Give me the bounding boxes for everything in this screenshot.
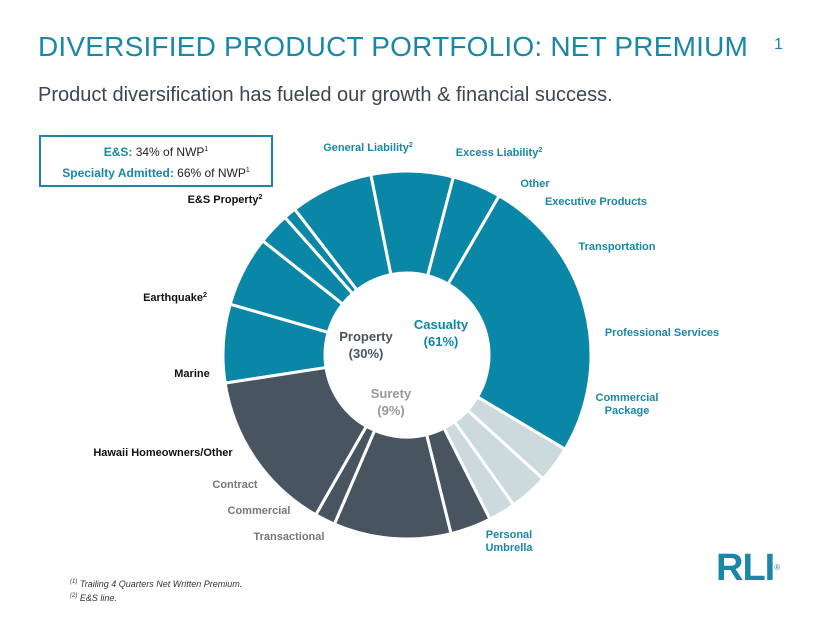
nwp-info-box: E&S: 34% of NWP1 Specialty Admitted: 66%… <box>39 135 273 187</box>
es-label: E&S: <box>103 145 133 159</box>
label-commercial-package: Commercial Package <box>596 392 659 417</box>
es-share-line: E&S: 34% of NWP1 <box>41 145 271 159</box>
specialty-admitted-value: 66% of NWP <box>177 166 246 180</box>
label-transactional: Transactional <box>254 531 325 543</box>
footnotes: (1) Trailing 4 Quarters Net Written Prem… <box>70 576 242 604</box>
label-commercial: Commercial <box>228 505 291 517</box>
label-general-liability: General Liability2 <box>323 142 413 154</box>
group-surety-name: Surety <box>371 386 412 401</box>
group-surety-share: (9%) <box>377 403 404 418</box>
slice-personal-umbrella <box>446 193 593 452</box>
footnote-1: (1) Trailing 4 Quarters Net Written Prem… <box>70 579 243 589</box>
group-casualty-name: Casualty <box>414 317 469 332</box>
label-executive-products: Executive Products <box>545 196 647 208</box>
group-casualty-share: (61%) <box>424 334 459 349</box>
label-personal-umbrella: Personal Umbrella <box>485 529 533 554</box>
page-subtitle: Product diversification has fueled our g… <box>38 84 613 106</box>
slice-eands-property <box>223 365 369 517</box>
page-title: DIVERSIFIED PRODUCT PORTFOLIO: NET PREMI… <box>38 31 749 62</box>
specialty-admitted-label: Specialty Admitted: <box>62 166 174 180</box>
label-transportation: Transportation <box>578 241 655 253</box>
rli-logo: RLI® <box>716 547 781 589</box>
label-eands-property: E&S Property2 <box>188 194 263 206</box>
page-number: 1 <box>774 36 783 53</box>
label-professional-services: Professional Services <box>605 327 719 339</box>
specialty-admitted-footnote-ref: 1 <box>245 167 250 174</box>
group-property-name: Property <box>339 329 393 344</box>
label-marine: Marine <box>174 368 209 380</box>
group-property-share: (30%) <box>349 346 384 361</box>
label-excess-liability: Excess Liability2 <box>456 147 543 159</box>
footnote-2: (2) E&S line. <box>70 593 117 603</box>
label-other: Other <box>520 178 550 190</box>
specialty-admitted-share-line: Specialty Admitted: 66% of NWP1 <box>41 166 271 180</box>
es-value: 34% of NWP <box>135 145 205 159</box>
label-contract: Contract <box>212 479 258 491</box>
es-footnote-ref: 1 <box>204 146 209 153</box>
label-earthquake: Earthquake2 <box>143 292 207 304</box>
label-hawaii-homeowners-other: Hawaii Homeowners/Other <box>93 447 233 459</box>
